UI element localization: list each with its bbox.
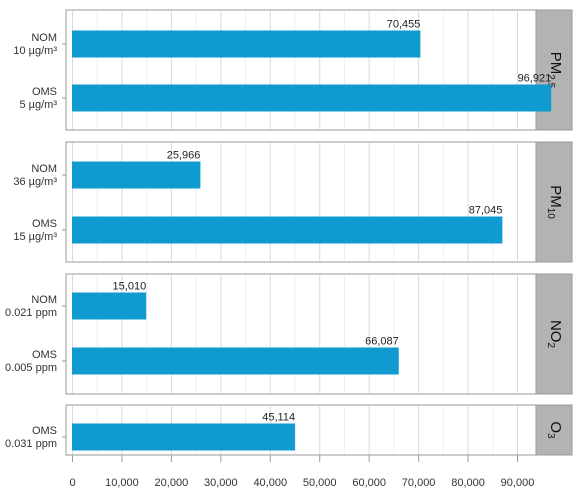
x-tick-label: 90,000 xyxy=(501,477,535,489)
facet-label-sub: 2 xyxy=(545,342,556,348)
category-label: NOM xyxy=(31,32,57,44)
bar xyxy=(72,216,503,244)
category-label: OMS xyxy=(32,218,57,230)
facet-label: PM10 xyxy=(545,185,564,219)
category-sublabel: 0.021 ppm xyxy=(5,307,57,319)
category-sublabel: 0.031 ppm xyxy=(5,438,57,450)
panel-frame xyxy=(65,141,537,263)
x-tick-label: 60,000 xyxy=(352,477,386,489)
facet-label-main: O xyxy=(547,421,564,433)
category-sublabel: 15 µg/m³ xyxy=(13,231,57,243)
x-tick-label: 40,000 xyxy=(253,477,287,489)
bar xyxy=(72,423,296,451)
bar xyxy=(72,161,201,189)
facet-label: NO2 xyxy=(545,320,564,349)
facet-label: PM2.5 xyxy=(545,52,564,89)
bar xyxy=(72,84,552,112)
category-sublabel: 0.005 ppm xyxy=(5,362,57,374)
facet-label-sub: 2.5 xyxy=(545,74,556,88)
x-tick-label: 70,000 xyxy=(402,477,436,489)
category-label: OMS xyxy=(32,425,57,437)
category-label: OMS xyxy=(32,349,57,361)
data-label: 25,966 xyxy=(167,150,201,162)
category-sublabel: 10 µg/m³ xyxy=(13,45,57,57)
data-label: 45,114 xyxy=(262,412,295,424)
facet-label-sub: 10 xyxy=(545,208,556,220)
x-tick-label: 0 xyxy=(69,477,75,489)
x-axis: 0 10,000 20,000 30,000 40,000 50,000 60,000 70,… xyxy=(69,455,534,489)
facet-label-sub: 3 xyxy=(545,433,556,439)
facet-label-main: NO xyxy=(547,320,564,343)
x-tick-label: 50,000 xyxy=(303,477,337,489)
data-label: 15,010 xyxy=(113,281,147,293)
x-tick-label: 10,000 xyxy=(105,477,139,489)
x-tick-label: 20,000 xyxy=(155,477,189,489)
data-label: 70,455 xyxy=(387,19,421,31)
facet-label-main: PM xyxy=(547,185,564,208)
category-label: NOM xyxy=(31,163,57,175)
panel-frame xyxy=(65,9,537,131)
x-tick-label: 30,000 xyxy=(204,477,238,489)
facet-strip xyxy=(535,404,573,456)
bar xyxy=(72,347,399,375)
category-sublabel: 36 µg/m³ xyxy=(13,176,57,188)
facet-label-main: PM xyxy=(547,52,564,75)
data-label: 66,087 xyxy=(365,336,399,348)
facet-strip xyxy=(535,273,573,395)
category-label: NOM xyxy=(31,294,57,306)
data-label: 96,921 xyxy=(518,73,552,85)
facet-label: O3 xyxy=(545,421,564,439)
bar xyxy=(72,292,147,320)
category-sublabel: 5 µg/m³ xyxy=(19,99,57,111)
x-tick-label: 80,000 xyxy=(451,477,485,489)
category-label: OMS xyxy=(32,86,57,98)
data-label: 87,045 xyxy=(469,205,503,217)
facet-strip xyxy=(535,141,573,263)
bar xyxy=(72,30,421,58)
